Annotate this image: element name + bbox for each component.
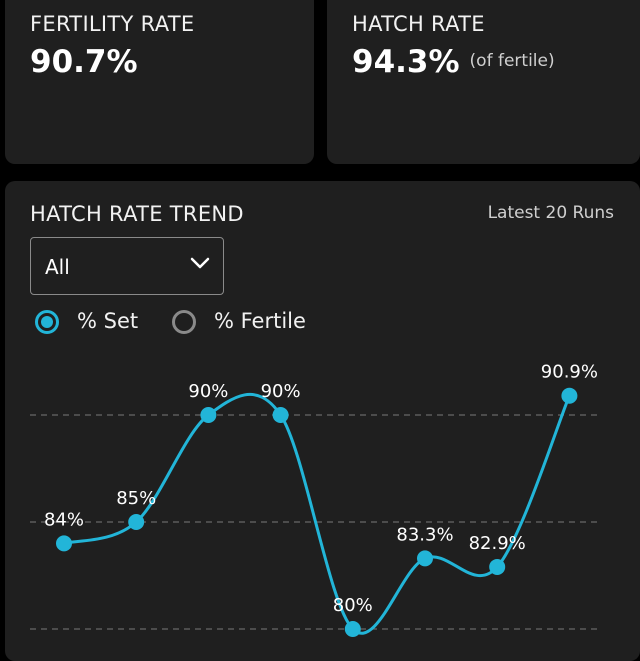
radio-percent-fertile-label: % Fertile: [214, 309, 306, 333]
radio-percent-set-label: % Set: [77, 309, 139, 333]
hatch-rate-card: HATCH RATE 94.3% (of fertile): [327, 0, 640, 164]
data-label: 82.9%: [469, 533, 526, 554]
data-label: 90%: [261, 381, 301, 402]
radio-unselected-icon: [172, 310, 196, 334]
data-point[interactable]: [128, 514, 145, 530]
hatch-rate-value-row: 94.3% (of fertile): [352, 44, 555, 80]
data-label: 83.3%: [396, 524, 453, 545]
series-line: [63, 393, 571, 635]
trend-range-label: Latest 20 Runs: [487, 203, 614, 223]
data-point[interactable]: [344, 621, 361, 637]
data-label: 90.9%: [541, 362, 598, 383]
data-point[interactable]: [56, 535, 72, 552]
data-point[interactable]: [200, 407, 217, 423]
fertility-rate-value: 90.7%: [30, 44, 138, 80]
fertility-rate-label: FERTILITY RATE: [30, 12, 195, 36]
filter-select[interactable]: All: [30, 237, 224, 295]
data-label: 85%: [116, 488, 156, 509]
chevron-down-icon: [190, 257, 210, 269]
data-point[interactable]: [489, 558, 506, 575]
radio-selected-icon: [35, 310, 59, 334]
hatch-rate-label: HATCH RATE: [352, 12, 485, 36]
hatch-rate-value: 94.3%: [352, 44, 460, 80]
data-point[interactable]: [272, 407, 289, 423]
fertility-rate-card: FERTILITY RATE 90.7%: [5, 0, 314, 164]
data-point[interactable]: [561, 387, 578, 404]
hatch-rate-subtitle: (of fertile): [469, 51, 555, 71]
trend-title: HATCH RATE TREND: [30, 202, 244, 226]
data-label: 84%: [44, 509, 84, 530]
filter-select-value: All: [45, 255, 70, 279]
data-point[interactable]: [417, 550, 433, 567]
hatch-rate-line-chart: 84% 85% 90% 90% 80% 83.3% 82.9% 90.9%: [30, 362, 602, 637]
hatch-rate-trend-card: HATCH RATE TREND Latest 20 Runs All % Se…: [5, 181, 640, 661]
data-label: 80%: [333, 595, 373, 616]
data-label: 90%: [188, 381, 228, 402]
